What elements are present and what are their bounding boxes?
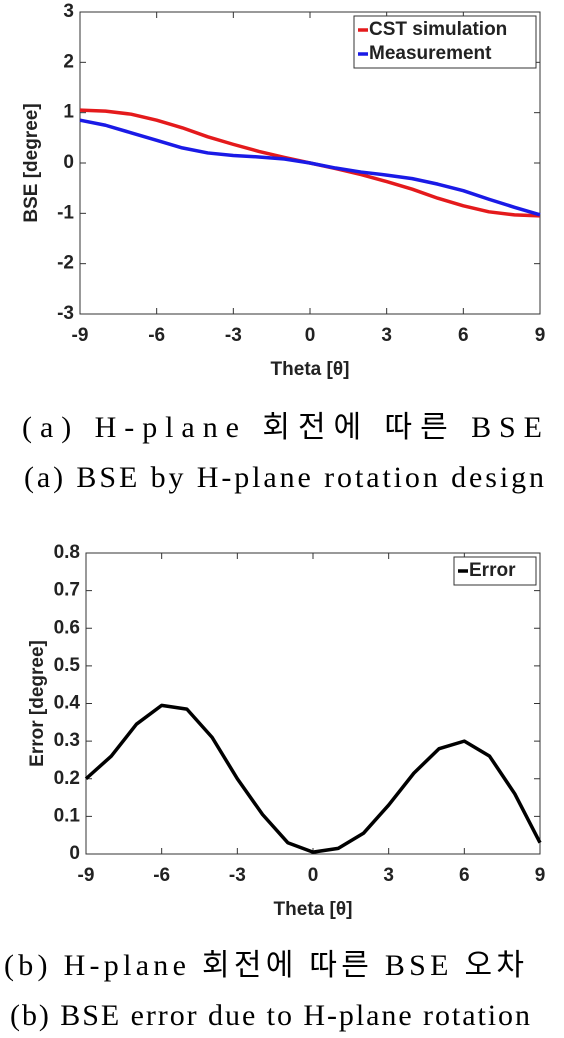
x-tick-label: 0 (305, 325, 316, 346)
series-line (84, 703, 542, 854)
y-tick-label: -2 (57, 253, 74, 274)
y-tick-label: 1 (63, 102, 74, 123)
y-tick-label: 0.7 (54, 580, 80, 601)
x-tick-label: 9 (535, 865, 546, 886)
x-tick-label: 0 (308, 865, 319, 886)
y-tick-label: -1 (57, 202, 74, 223)
y-tick-label: 0.8 (54, 542, 80, 563)
y-tick-label: 0.3 (54, 730, 80, 751)
y-tick-label: 3 (63, 1, 74, 22)
x-tick-label: -9 (78, 865, 95, 886)
y-tick-label: 0.5 (54, 655, 81, 676)
y-tick-label: 0.6 (54, 617, 80, 638)
caption: (a) H-plane 회전에 따른 BSE (22, 411, 542, 444)
x-tick-label: 9 (535, 325, 546, 346)
x-tick-label: -3 (229, 865, 246, 886)
x-tick-label: 3 (381, 325, 392, 346)
plot-area (85, 552, 541, 855)
series-line (79, 118, 541, 217)
legend-label: Error (469, 560, 516, 581)
y-tick-label: 0.2 (54, 768, 80, 789)
legend-label: CST simulation (369, 19, 507, 40)
legend: CST simulation Measurement (353, 15, 537, 69)
y-tick-label: 0 (69, 843, 80, 864)
legend-label: Measurement (369, 43, 492, 64)
x-tick-label: 6 (459, 865, 470, 886)
y-axis-label: BSE [degree] (21, 103, 42, 222)
legend: Error (453, 556, 537, 586)
caption: (b) BSE error due to H-plane rotation (10, 999, 530, 1032)
x-tick-label: -3 (225, 325, 242, 346)
caption: (a) BSE by H-plane rotation design (24, 461, 544, 494)
x-tick-label: 6 (458, 325, 469, 346)
y-tick-label: 0 (63, 152, 74, 173)
y-tick-label: 0.4 (54, 693, 81, 714)
x-axis-label: Theta [θ] (271, 359, 350, 380)
x-tick-label: -6 (148, 325, 165, 346)
x-axis-label: Theta [θ] (274, 899, 353, 920)
legend-box (353, 15, 537, 69)
caption: (b) H-plane 회전에 따른 BSE 오차 (4, 949, 524, 982)
y-tick-label: 0.1 (54, 805, 81, 826)
x-tick-label: -6 (153, 865, 170, 886)
x-tick-label: 3 (383, 865, 394, 886)
x-tick-label: -9 (72, 325, 89, 346)
y-axis-label: Error [degree] (27, 640, 48, 767)
y-tick-label: 2 (63, 51, 74, 72)
y-tick-label: -3 (57, 303, 74, 324)
